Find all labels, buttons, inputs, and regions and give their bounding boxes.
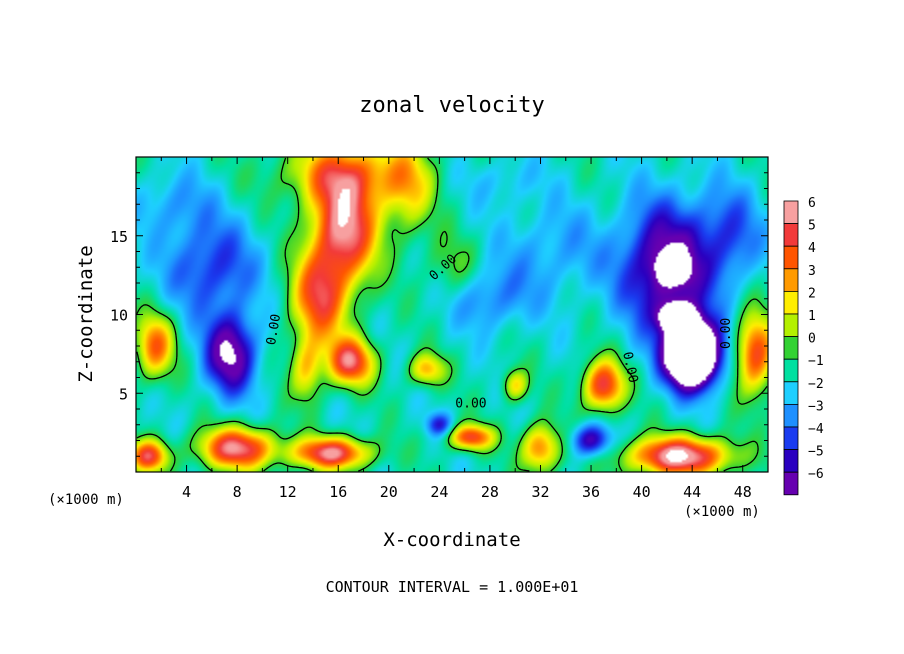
x-unit-right: (×1000 m) [684, 504, 760, 520]
x-tick-label: 16 [329, 483, 347, 501]
colorbar-label: 5 [808, 219, 816, 234]
colorbar-swatch [783, 336, 799, 360]
plot-area: 0.000.000.000.000.00 4 8 12 16 20 24 28 32 36 40 4… [110, 156, 769, 501]
colorbar-swatch [783, 200, 799, 225]
colorbar-label: −6 [808, 467, 824, 482]
colorbar-label: −4 [808, 422, 824, 437]
x-tick-label: 36 [582, 483, 600, 501]
x-tick-label: 32 [531, 483, 549, 501]
contour-label: 0.00 [719, 318, 734, 349]
colorbar-swatch [783, 358, 799, 383]
x-tick-label: 4 [182, 483, 191, 501]
contour-label: 0.00 [619, 350, 640, 384]
contour-label: 0.00 [264, 313, 284, 346]
colorbar-label: −2 [808, 377, 824, 392]
colorbar-swatch [783, 449, 799, 473]
x-axis-ticks: 4 8 12 16 20 24 28 32 36 40 44 48 [160, 157, 752, 501]
colorbar-swatch [783, 290, 799, 315]
y-tick-label: 5 [119, 385, 128, 403]
colorbar-swatch [783, 471, 799, 496]
zero-contours [136, 157, 768, 472]
colorbar-label: −3 [808, 399, 824, 414]
colorbar-label: −1 [808, 354, 824, 369]
colorbar-swatch [783, 268, 799, 292]
x-tick-label: 44 [683, 483, 701, 501]
y-tick-label: 10 [110, 307, 128, 325]
colorbar-label: 1 [808, 309, 816, 324]
colorbar-swatch [783, 426, 799, 451]
colorbar-label: −5 [808, 445, 824, 460]
colorbar-label: 4 [808, 241, 816, 256]
x-tick-label: 24 [430, 483, 448, 501]
colorbar-swatch [783, 245, 799, 270]
colorbar-label: 3 [808, 264, 816, 279]
y-axis-ticks: 5 10 15 [110, 172, 768, 457]
y-tick-label: 15 [110, 228, 128, 246]
colorbar-swatch [783, 223, 799, 247]
colorbar-swatch [783, 313, 799, 338]
x-tick-label: 12 [279, 483, 297, 501]
x-tick-label: 40 [633, 483, 651, 501]
heatmap-image [136, 157, 768, 472]
colorbar-swatch [783, 403, 799, 428]
x-tick-label: 8 [233, 483, 242, 501]
colorbar: 6 5 4 3 2 1 0 −1 −2 −3 −4 −5 −6 [783, 196, 824, 496]
zero-contour-line [136, 157, 768, 472]
y-axis-label: Z-coordinate [75, 245, 97, 382]
contour-interval-footer: CONTOUR INTERVAL = 1.000E+01 [326, 578, 579, 596]
colorbar-label: 2 [808, 286, 816, 301]
colorbar-swatch [783, 381, 799, 405]
chart-title: zonal velocity [359, 93, 544, 118]
x-unit-left: (×1000 m) [48, 492, 124, 508]
x-tick-label: 48 [734, 483, 752, 501]
colorbar-label: 0 [808, 332, 816, 347]
contour-labels: 0.000.000.000.000.00 [264, 252, 734, 412]
colorbar-label: 6 [808, 196, 816, 211]
x-tick-label: 28 [481, 483, 499, 501]
x-tick-label: 20 [380, 483, 398, 501]
x-axis-label: X-coordinate [383, 529, 520, 551]
contour-label: 0.00 [455, 396, 486, 411]
